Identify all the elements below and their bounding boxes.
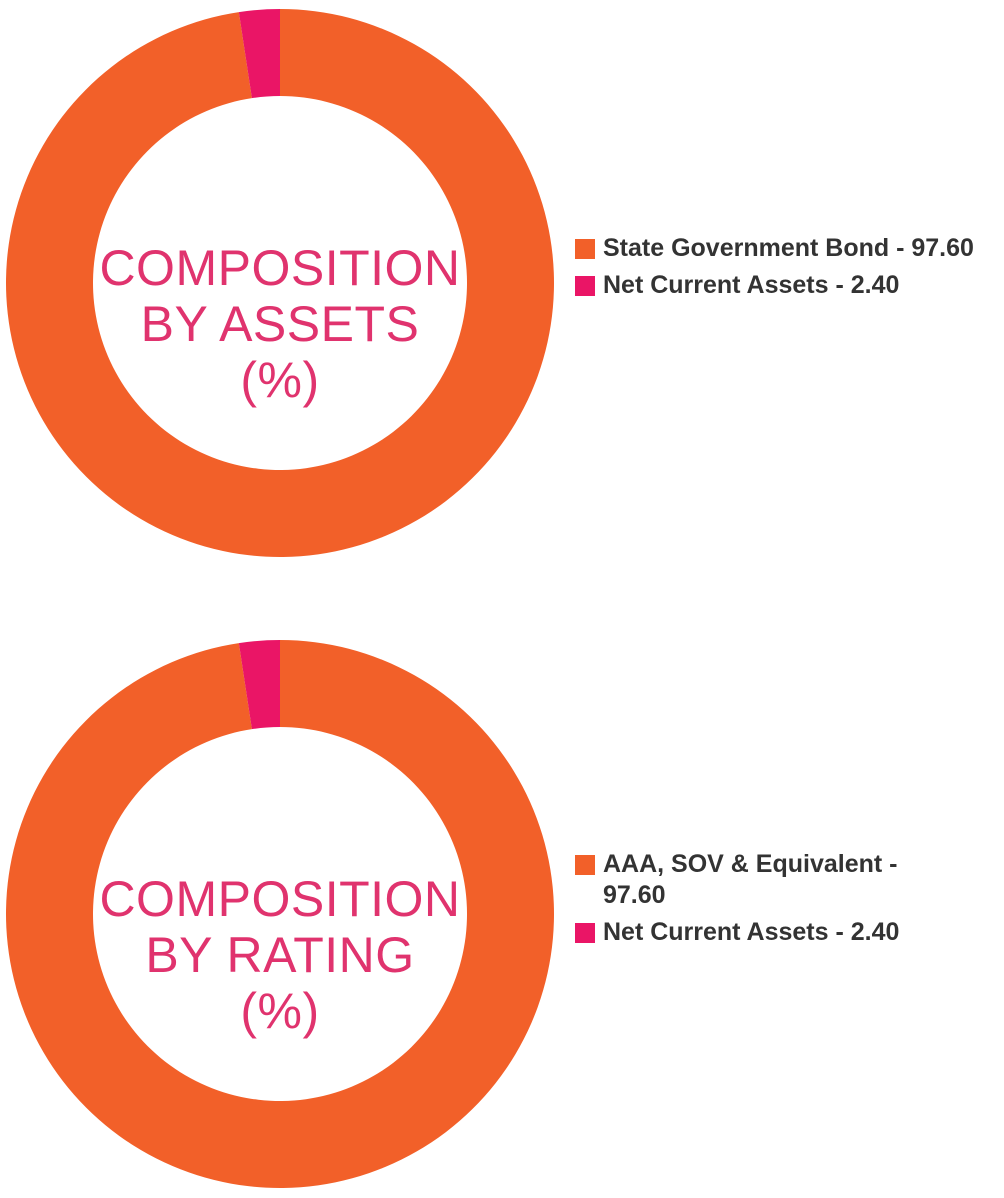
- legend-swatch-pink: [575, 276, 595, 296]
- rating-donut: [5, 640, 554, 1188]
- legend-label: Net Current Assets - 2.40: [603, 918, 900, 946]
- rating-center-title: COMPOSITION BY RATING (%): [80, 871, 480, 1039]
- assets-title-line-1: COMPOSITION: [99, 240, 461, 296]
- assets-slice-minor: [238, 9, 280, 99]
- legend-label: AAA, SOV & Equivalent - 97.60: [603, 850, 898, 909]
- legend-item: State Government Bond - 97.60: [575, 233, 1000, 264]
- rating-title-line-3: (%): [240, 983, 320, 1039]
- rating-title-line-2: BY RATING: [145, 927, 415, 983]
- assets-title-line-2: BY ASSETS: [140, 296, 420, 352]
- assets-slice-major: [5, 9, 554, 558]
- legend-swatch-orange: [575, 239, 595, 259]
- legend-item: AAA, SOV & Equivalent - 97.60: [575, 849, 925, 911]
- assets-donut: [5, 9, 554, 558]
- assets-title-line-3: (%): [240, 352, 320, 408]
- assets-legend: State Government Bond - 97.60 Net Curren…: [575, 233, 1000, 307]
- rating-slice-minor: [238, 640, 280, 730]
- rating-slice-major: [5, 640, 554, 1188]
- rating-legend: AAA, SOV & Equivalent - 97.60 Net Curren…: [575, 849, 925, 954]
- legend-item: Net Current Assets - 2.40: [575, 270, 1000, 301]
- legend-swatch-orange: [575, 855, 595, 875]
- composition-by-assets-chart: COMPOSITION BY ASSETS (%) State Governme…: [0, 0, 1004, 570]
- rating-title-line-1: COMPOSITION: [99, 871, 461, 927]
- assets-center-title: COMPOSITION BY ASSETS (%): [80, 240, 480, 408]
- legend-swatch-pink: [575, 923, 595, 943]
- legend-label: Net Current Assets - 2.40: [603, 271, 900, 299]
- composition-by-rating-chart: COMPOSITION BY RATING (%) AAA, SOV & Equ…: [0, 620, 1004, 1198]
- legend-item: Net Current Assets - 2.40: [575, 917, 925, 948]
- legend-label: State Government Bond - 97.60: [603, 234, 974, 262]
